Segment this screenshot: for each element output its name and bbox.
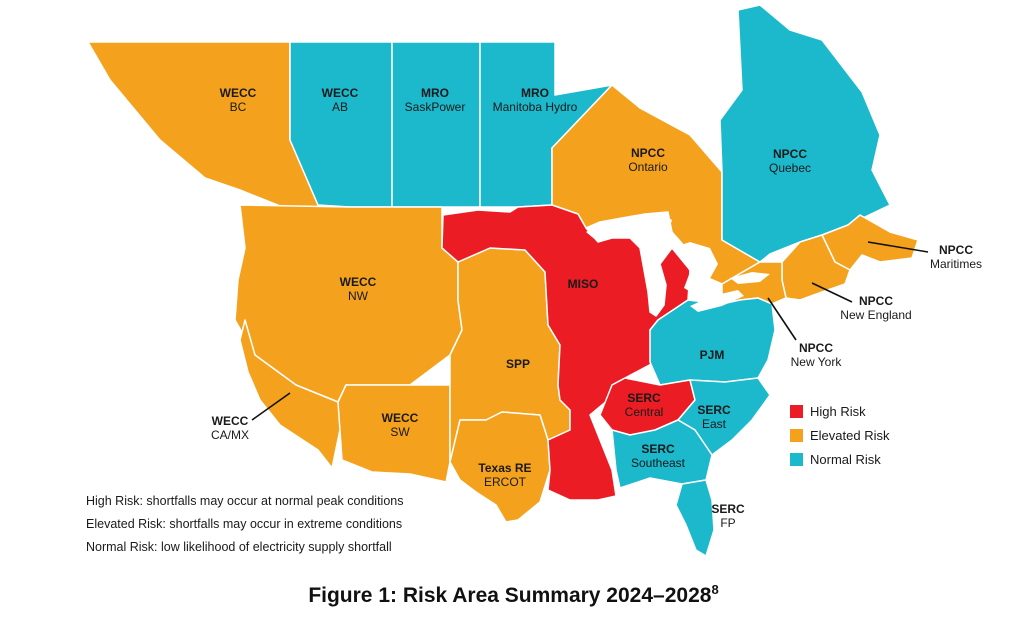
leader-npcc-new-york	[767, 297, 797, 341]
label-wecc-ab-name: WECC	[322, 86, 359, 100]
label-serc-fp-name: SERC	[711, 502, 745, 516]
label-npcc-new-england-sub: New England	[840, 308, 911, 322]
risk-definitions: High Risk: shortfalls may occur at norma…	[86, 490, 404, 559]
label-serc-fp-sub: FP	[720, 516, 735, 530]
label-texas-re-sub: ERCOT	[484, 475, 527, 489]
label-npcc-maritimes-name: NPCC	[939, 243, 973, 257]
label-npcc-ontario-sub: Ontario	[628, 160, 668, 174]
note-high: High Risk: shortfalls may occur at norma…	[86, 494, 404, 508]
leader-wecc-camx	[251, 392, 291, 421]
label-wecc-nw-sub: NW	[348, 289, 369, 303]
great-lakes	[586, 212, 770, 316]
label-wecc-sw-sub: SW	[390, 425, 410, 439]
region-miso	[441, 204, 691, 501]
elevated-risk-swatch	[790, 428, 803, 442]
caption-text: Figure 1: Risk Area Summary 2024–2028	[308, 584, 712, 607]
region-npcc-quebec	[719, 4, 891, 263]
legend-item-high: High Risk	[790, 399, 889, 423]
region-serc-east	[677, 377, 771, 456]
label-serc-central-name: SERC	[627, 391, 661, 405]
region-serc-fp	[675, 479, 715, 557]
label-mro-manitoba-sub: Manitoba Hydro	[493, 100, 578, 114]
label-serc-southeast-name: SERC	[641, 442, 675, 456]
legend-label-elevated: Elevated Risk	[810, 427, 890, 443]
lake-superior	[586, 212, 672, 242]
label-mro-sask-name: MRO	[421, 86, 449, 100]
label-wecc-nw-name: WECC	[340, 275, 377, 289]
label-mro-sask-sub: SaskPower	[405, 100, 466, 114]
label-mro-manitoba-name: MRO	[521, 86, 549, 100]
legend-item-elevated: Elevated Risk	[790, 423, 889, 447]
figure-caption: Figure 1: Risk Area Summary 2024–20288	[0, 582, 1027, 608]
label-wecc-ab-sub: AB	[332, 100, 348, 114]
lake-erie	[690, 290, 744, 312]
label-wecc-bc-sub: BC	[230, 100, 247, 114]
high-risk-swatch	[790, 404, 803, 418]
leader-lines	[251, 241, 929, 421]
region-texas-re	[449, 411, 551, 523]
legend-label-normal: Normal Risk	[810, 451, 881, 467]
region-wecc-nw	[234, 204, 463, 403]
label-npcc-maritimes-sub: Maritimes	[930, 257, 982, 271]
label-pjm-name: PJM	[700, 348, 725, 362]
regions-layer	[87, 4, 919, 557]
label-wecc-sw-name: WECC	[382, 411, 419, 425]
label-wecc-bc-name: WECC	[220, 86, 257, 100]
normal-risk-swatch	[790, 452, 803, 466]
label-npcc-new-england-name: NPCC	[859, 294, 893, 308]
label-npcc-new-york-name: NPCC	[799, 341, 833, 355]
region-mro-sask	[391, 41, 481, 208]
label-spp-name: SPP	[506, 357, 530, 371]
region-wecc-sw	[337, 384, 451, 483]
note-normal: Normal Risk: low likelihood of electrici…	[86, 540, 392, 554]
leader-npcc-new-england	[811, 282, 853, 303]
legend: High Risk Elevated Risk Normal Risk	[790, 399, 889, 471]
label-npcc-ontario-name: NPCC	[631, 146, 665, 160]
label-serc-southeast-sub: Southeast	[631, 456, 686, 470]
label-serc-east-name: SERC	[697, 403, 731, 417]
label-serc-east-sub: East	[702, 417, 727, 431]
label-npcc-quebec-name: NPCC	[773, 147, 807, 161]
lake-michigan	[642, 248, 666, 316]
lake-huron	[672, 242, 718, 294]
label-texas-re-name: Texas RE	[478, 461, 531, 475]
label-serc-central-sub: Central	[625, 405, 664, 419]
legend-label-high: High Risk	[810, 403, 866, 419]
legend-item-normal: Normal Risk	[790, 447, 889, 471]
note-elevated: Elevated Risk: shortfalls may occur in e…	[86, 517, 403, 531]
label-wecc-camx-name: WECC	[212, 414, 249, 428]
caption-footnote: 8	[711, 582, 719, 597]
label-npcc-quebec-sub: Quebec	[769, 161, 811, 175]
lake-ontario	[730, 272, 770, 284]
region-wecc-camx	[239, 319, 343, 469]
label-miso-name: MISO	[568, 277, 599, 291]
label-npcc-new-york-sub: New York	[791, 355, 843, 369]
region-serc-southeast	[611, 419, 713, 489]
label-wecc-camx-sub: CA/MX	[211, 428, 249, 442]
leader-npcc-maritimes	[867, 241, 929, 253]
